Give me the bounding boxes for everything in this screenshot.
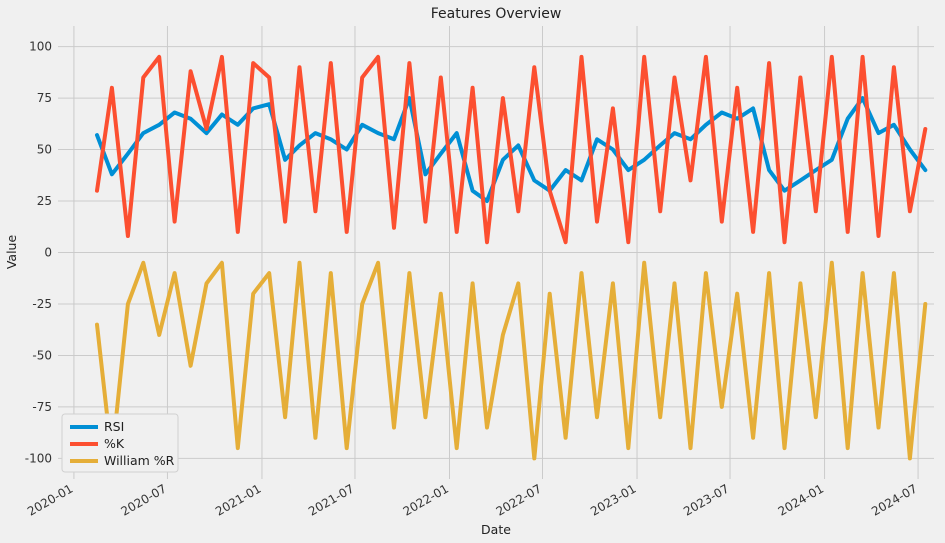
legend-label: RSI	[104, 419, 124, 434]
y-tick-labels: 100 75 50 25 0 -25 -50 -75 -100	[25, 40, 52, 466]
x-tick-label: 2020-01	[25, 481, 75, 518]
x-tick-label: 2021-01	[213, 481, 263, 518]
y-tick-label: 100	[29, 40, 52, 54]
y-tick-label: -25	[32, 297, 52, 311]
legend-label: William %R	[104, 453, 175, 468]
x-tick-label: 2022-07	[494, 481, 544, 518]
x-tick-label: 2021-07	[306, 481, 356, 518]
x-tick-label: 2023-07	[681, 481, 731, 518]
x-tick-label: 2024-07	[869, 481, 919, 518]
y-tick-label: 25	[37, 194, 52, 208]
y-tick-label: -75	[32, 400, 52, 414]
chart-title: Features Overview	[431, 6, 562, 22]
x-tick-label: 2024-01	[776, 481, 826, 518]
legend: RSI %K William %R	[61, 413, 179, 473]
x-tick-label: 2020-07	[119, 481, 169, 518]
x-tick-labels: 2020-01 2020-07 2021-01 2021-07 2022-01 2022-…	[25, 481, 920, 518]
y-tick-label: -50	[32, 348, 52, 362]
series-layer	[95, 54, 928, 461]
y-tick-label: 0	[44, 246, 52, 260]
x-tick-label: 2023-01	[588, 481, 638, 518]
series-line-k	[95, 54, 928, 245]
y-tick-label: 75	[37, 91, 52, 105]
x-axis-title: Date	[481, 522, 511, 537]
legend-label: %K	[104, 436, 125, 451]
y-axis-title: Value	[4, 235, 19, 270]
y-tick-label: 50	[37, 143, 52, 157]
y-tick-label: -100	[25, 451, 52, 465]
series-line-william-r	[95, 260, 928, 461]
x-tick-label: 2022-01	[401, 481, 451, 518]
